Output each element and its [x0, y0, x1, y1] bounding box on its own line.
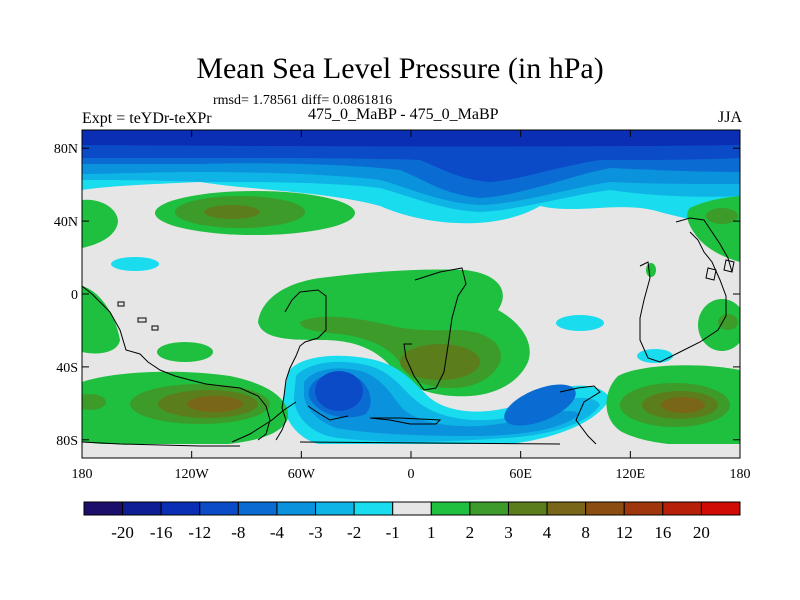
colorbar-label: 2 — [466, 523, 475, 542]
coast-americas-west — [82, 285, 271, 441]
colorbar-swatch — [623, 501, 664, 516]
safrica-high-core — [400, 344, 480, 380]
colorbar-label: 4 — [543, 523, 552, 542]
sio-cyan-spot — [556, 315, 604, 331]
saus-high-core — [661, 397, 705, 413]
chart-title: Mean Sea Level Pressure (in hPa) — [196, 52, 604, 85]
colorbar-label: -12 — [188, 523, 211, 542]
y-tick-label: 0 — [71, 288, 78, 303]
colorbar-label: -2 — [347, 523, 361, 542]
satl-low-core — [315, 371, 363, 411]
colorbar-swatch — [392, 501, 432, 516]
colorbar-swatch — [83, 501, 124, 516]
colorbar-swatch — [662, 501, 702, 516]
colorbar-label: 1 — [427, 523, 436, 542]
sindian-low-core — [504, 384, 576, 426]
arctic-core — [82, 130, 740, 147]
colorbar-swatch — [315, 501, 355, 516]
colorbar-label: 20 — [693, 523, 710, 542]
colorbar-label: -8 — [231, 523, 245, 542]
left-label: Expt = teYDr-teXPr — [82, 110, 212, 127]
satl-blue — [303, 368, 580, 436]
colorbar-label: -4 — [270, 523, 285, 542]
coast-ne-asia — [675, 217, 733, 273]
colorbar-label: -3 — [308, 523, 322, 542]
x-tick-label: 60W — [288, 467, 316, 482]
colorbar-swatch — [122, 501, 162, 516]
colorbar-swatch — [160, 501, 201, 516]
y-tick-label: 40S — [56, 361, 78, 376]
coast-antarctica — [82, 385, 601, 447]
coast-islands — [117, 259, 735, 331]
colorbar: -20 -16 -12 -8 -4 -3 -2 -1 1 2 3 4 8 12 16 20 — [83, 501, 741, 542]
stats-text: rmsd= 1.78561 diff= 0.0861816 — [213, 93, 393, 108]
colorbar-label: 8 — [581, 523, 590, 542]
colorbar-label: 12 — [616, 523, 633, 542]
colorbar-swatch — [585, 501, 625, 516]
x-tick-label: 120W — [175, 467, 210, 482]
colorbar-swatch — [199, 501, 239, 516]
npac-cyan-spot — [111, 257, 159, 271]
colorbar-label: 16 — [654, 523, 671, 542]
y-tick-label: 40N — [54, 215, 78, 230]
y-axis: 80N 40N 0 40S 80S — [54, 142, 740, 449]
x-tick-label: 0 — [408, 467, 415, 482]
coast-americas-south — [275, 289, 327, 441]
natl-green — [82, 199, 118, 248]
x-tick-label: 180 — [72, 467, 93, 482]
colorbar-swatch — [700, 501, 741, 516]
y-tick-label: 80N — [54, 142, 78, 157]
colorbar-label: 3 — [504, 523, 513, 542]
epac-green-2 — [157, 342, 213, 362]
colorbar-swatch — [353, 501, 394, 516]
y-tick-label: 80S — [56, 434, 78, 449]
x-tick-label: 60E — [509, 467, 532, 482]
india-green — [646, 263, 656, 277]
spac-west-mid — [82, 394, 106, 410]
coast-africa — [403, 267, 467, 391]
spac-high-core — [187, 396, 243, 412]
epac-green — [82, 286, 120, 354]
x-tick-label: 180 — [730, 467, 751, 482]
colorbar-swatch — [469, 501, 509, 516]
colorbar-label: -20 — [111, 523, 134, 542]
season-label: JJA — [717, 109, 742, 126]
colorbar-swatch — [276, 501, 317, 516]
x-tick-label: 120E — [616, 467, 646, 482]
colorbar-swatch — [546, 501, 587, 516]
experiment-names: 475_0_MaBP - 475_0_MaBP — [308, 106, 499, 123]
colorbar-label: -16 — [150, 523, 173, 542]
colorbar-label: -1 — [386, 523, 400, 542]
colorbar-swatch — [507, 501, 548, 516]
sio-cyan-spot-2 — [637, 349, 673, 363]
npac-high-core — [204, 205, 260, 219]
colorbar-swatch — [430, 501, 471, 516]
coast-australia — [639, 231, 727, 363]
aus-mid — [718, 314, 738, 330]
colorbar-swatch — [237, 501, 278, 516]
x-axis: 180 120W 60W 0 60E 120E 180 — [72, 130, 751, 482]
easia-mid — [706, 208, 738, 224]
